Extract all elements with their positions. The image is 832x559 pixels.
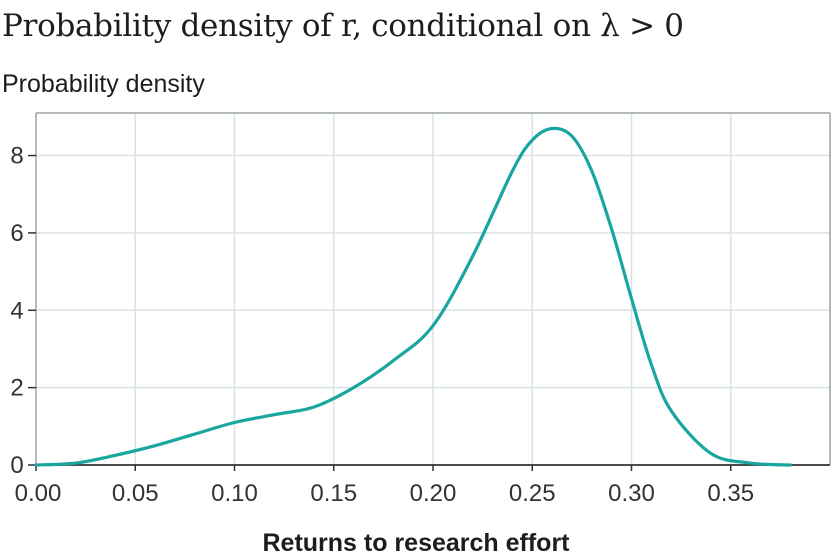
x-tick-label: 0.05	[112, 480, 159, 507]
y-tick-label: 0	[10, 452, 23, 479]
x-tick-label: 0.00	[15, 480, 62, 507]
y-axis-label: Probability density	[2, 70, 205, 98]
x-tick-label: 0.15	[310, 480, 357, 507]
y-tick-label: 8	[10, 143, 23, 170]
x-tick-label: 0.30	[608, 480, 655, 507]
x-tick-label: 0.20	[410, 480, 457, 507]
x-tick-label: 0.35	[707, 480, 754, 507]
density-curve	[34, 126, 792, 467]
x-tick-label: 0.25	[509, 480, 556, 507]
y-tick-label: 6	[10, 220, 23, 247]
x-tick-label: 0.10	[211, 480, 258, 507]
chart-title: Probability density of r, conditional on…	[2, 8, 684, 44]
y-tick-label: 2	[10, 375, 23, 402]
x-axis-label: Returns to research effort	[262, 529, 570, 557]
y-tick-label: 4	[10, 297, 23, 324]
